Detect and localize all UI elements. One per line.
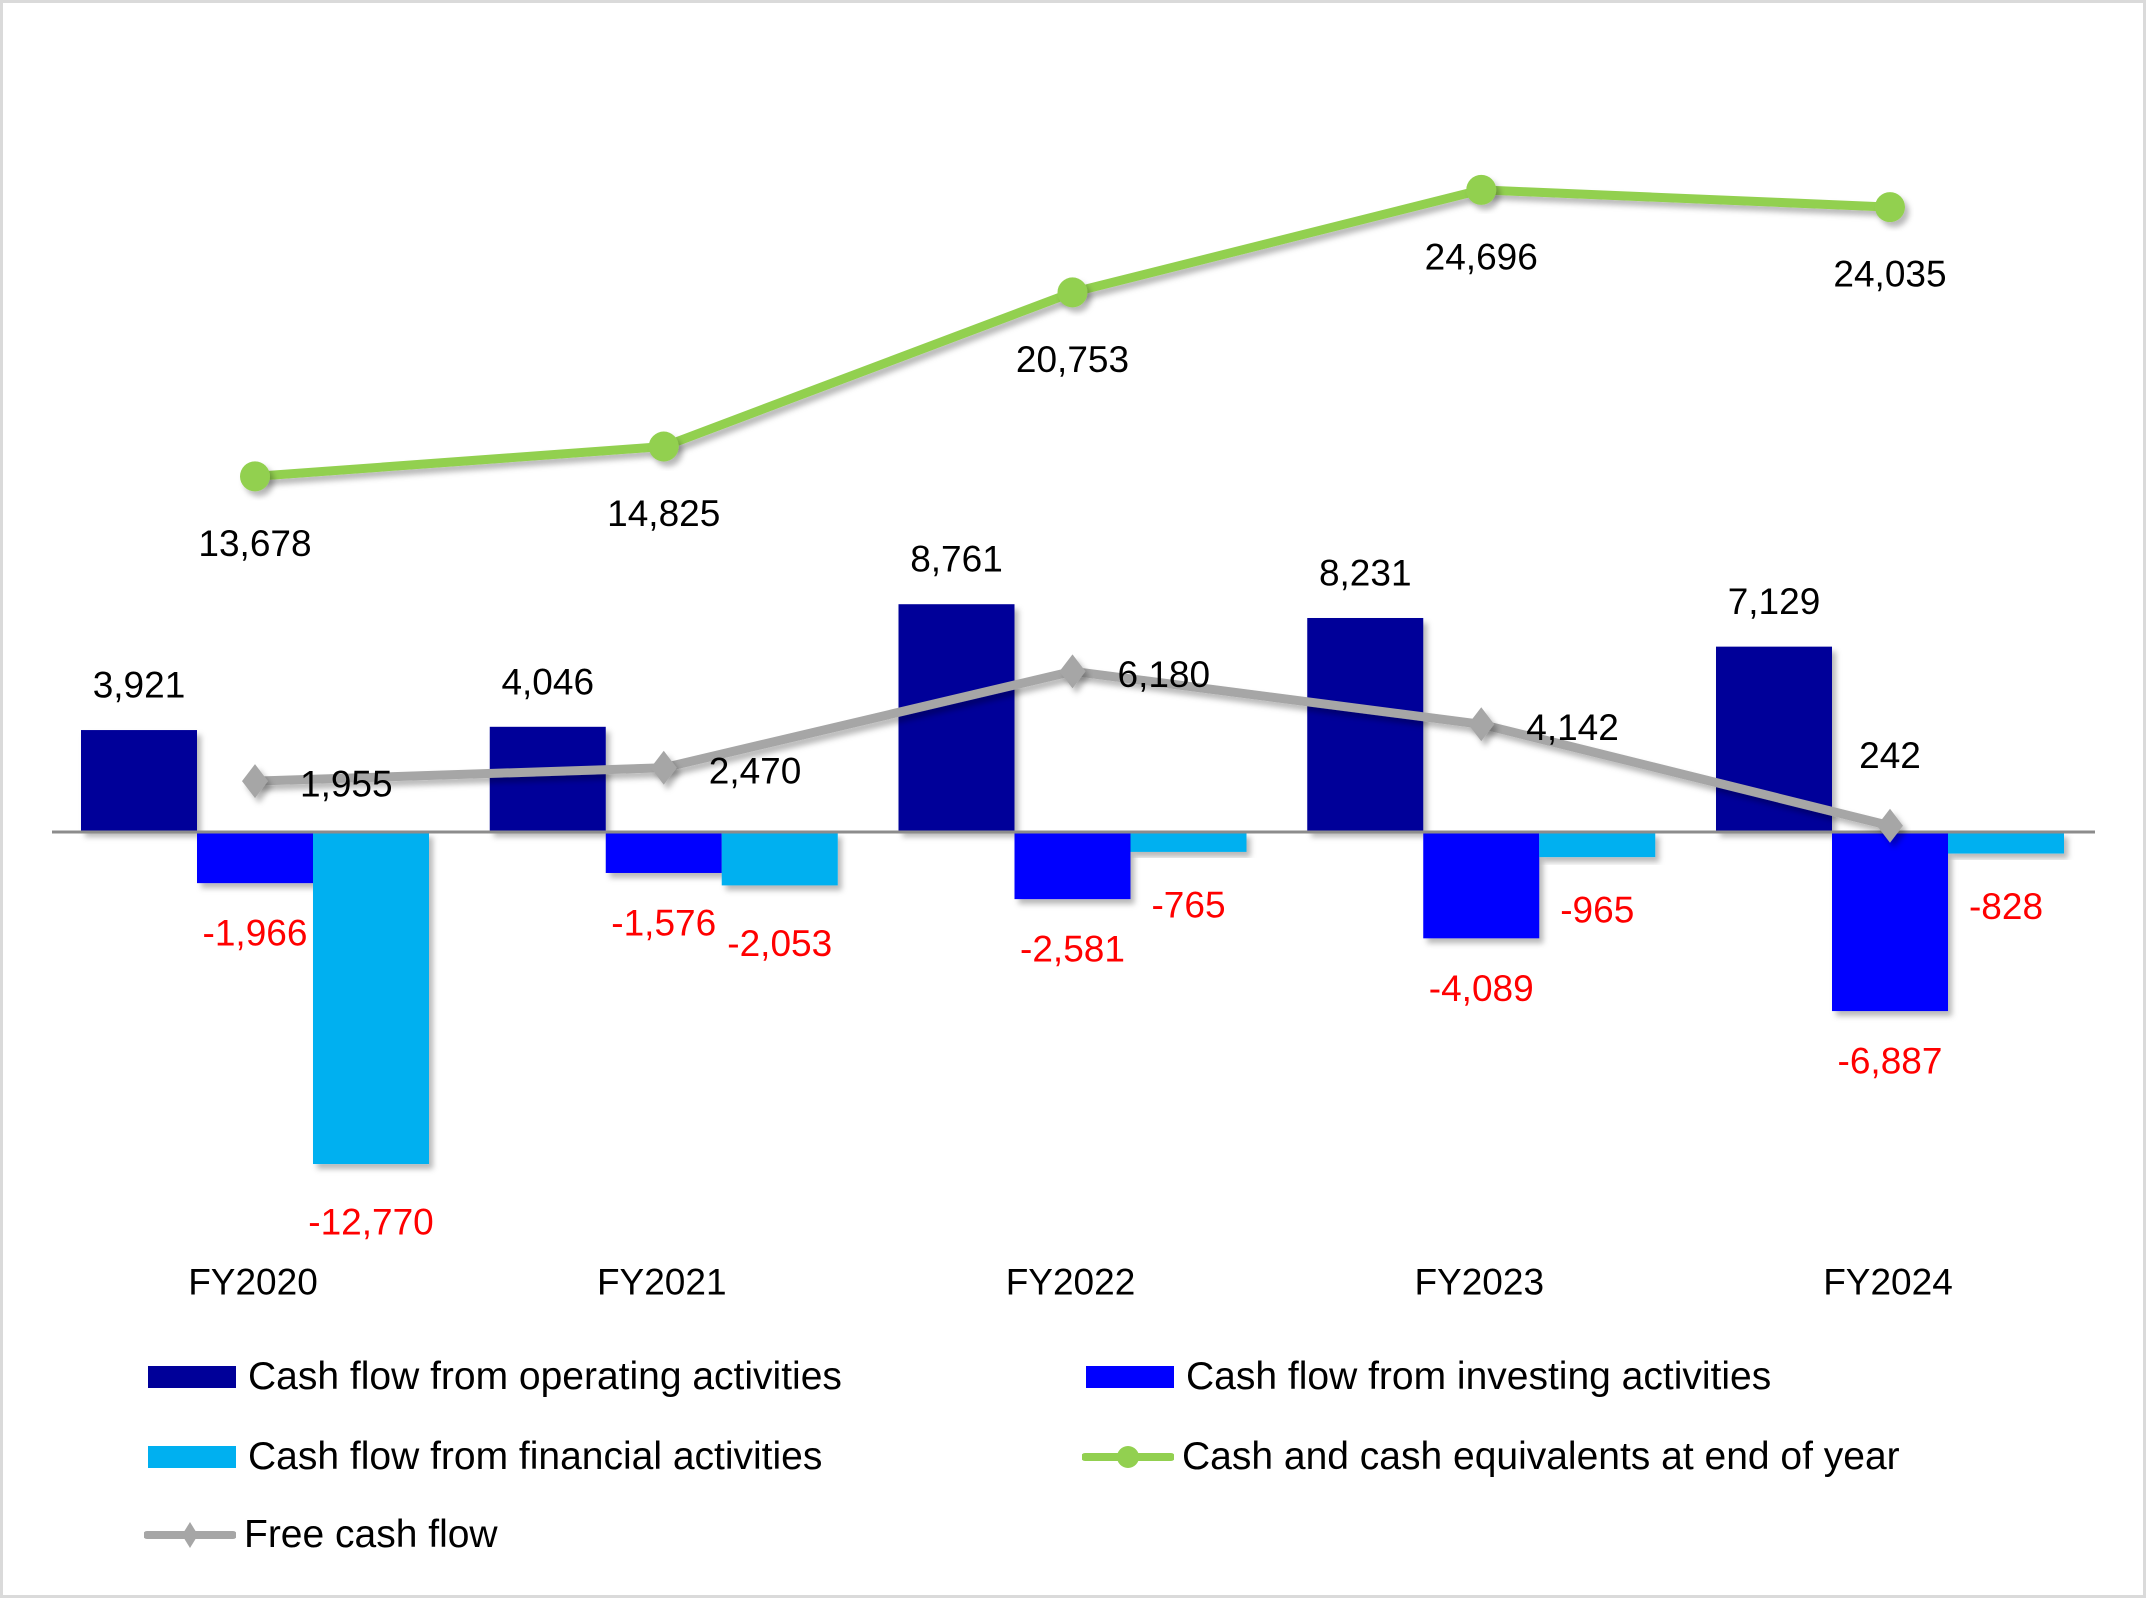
legend-item-financial[interactable]: Cash flow from financial activities	[148, 1432, 822, 1482]
bar-investing	[197, 832, 313, 884]
legend-item-investing[interactable]: Cash flow from investing activities	[1086, 1352, 1771, 1402]
data-label-investing: -1,576	[611, 902, 716, 943]
bar-financial	[721, 832, 838, 886]
marker-free-cash-flow	[242, 764, 268, 799]
legend-swatch-operating	[148, 1366, 236, 1388]
data-label-free-cash-flow: 1,955	[300, 764, 393, 805]
bar-investing	[1014, 832, 1131, 900]
bar-investing	[1423, 832, 1540, 939]
legend-swatch-financial	[148, 1446, 236, 1468]
bar-financial	[1948, 832, 2064, 854]
data-label-cash-equivalents: 14,825	[607, 493, 720, 534]
data-label-cash-equivalents: 13,678	[198, 523, 311, 564]
data-label-investing: -1,966	[203, 913, 308, 954]
data-label-operating: 8,231	[1319, 552, 1412, 593]
category-label: FY2021	[597, 1262, 727, 1303]
data-label-free-cash-flow: 6,180	[1118, 654, 1211, 695]
marker-cash-equivalents	[1057, 277, 1088, 308]
data-label-financial: -765	[1151, 884, 1225, 925]
category-ticks-layer: FY2020 FY2021 FY2022 FY2023 FY2024	[188, 1262, 1953, 1303]
legend-item-operating[interactable]: Cash flow from operating activities	[148, 1352, 842, 1402]
data-label-free-cash-flow: 2,470	[709, 750, 802, 791]
bar-operating	[81, 730, 197, 832]
data-label-operating: 3,921	[93, 665, 186, 706]
data-label-financial: -12,770	[308, 1202, 434, 1243]
bar-operating	[1307, 617, 1424, 832]
bar-financial	[313, 832, 429, 1165]
marker-free-cash-flow	[1468, 707, 1495, 742]
data-label-cash-equivalents: 24,035	[1833, 254, 1946, 295]
data-label-financial: -965	[1560, 890, 1634, 931]
bar-operating	[489, 726, 606, 832]
line-cash-equivalents	[254, 185, 1891, 481]
legend-line-circle-icon	[1082, 1446, 1174, 1468]
legend-swatch-investing	[1086, 1366, 1174, 1388]
bar-operating	[898, 604, 1015, 832]
data-labels-layer: 3,921 4,046 8,761 8,231 7,129 -1,966 -1,576 -2,…	[93, 236, 2043, 1242]
data-label-operating: 4,046	[501, 661, 594, 702]
legend-item-free-cash-flow[interactable]: Free cash flow	[144, 1510, 498, 1560]
data-label-investing: -4,089	[1429, 968, 1534, 1009]
data-label-cash-equivalents: 20,753	[1016, 339, 1129, 380]
data-label-free-cash-flow: 4,142	[1526, 707, 1619, 748]
marker-cash-equivalents	[648, 431, 679, 462]
legend-item-cash-equivalents[interactable]: Cash and cash equivalents at end of year	[1082, 1432, 1900, 1482]
bars-layer	[81, 604, 2064, 1165]
data-label-cash-equivalents: 24,696	[1425, 236, 1538, 277]
data-label-investing: -6,887	[1838, 1041, 1943, 1082]
marker-free-cash-flow	[650, 750, 677, 785]
legend-label: Cash flow from operating activities	[248, 1355, 842, 1398]
category-label: FY2022	[1006, 1262, 1136, 1303]
marker-cash-equivalents	[240, 461, 270, 492]
bar-investing	[605, 832, 722, 873]
bar-financial	[1539, 832, 1656, 858]
marker-cash-equivalents	[1466, 174, 1497, 205]
marker-free-cash-flow	[1877, 808, 1903, 843]
bar-financial	[1130, 832, 1247, 852]
lines-layer	[240, 174, 1905, 843]
data-label-operating: 8,761	[910, 539, 1003, 580]
legend-label: Cash flow from financial activities	[248, 1435, 823, 1478]
data-label-investing: -2,581	[1020, 929, 1125, 970]
category-label: FY2020	[188, 1262, 318, 1303]
legend-label: Cash flow from investing activities	[1186, 1355, 1772, 1398]
marker-free-cash-flow	[1059, 654, 1086, 689]
legend-line-diamond-icon	[144, 1522, 236, 1548]
category-label: FY2024	[1823, 1262, 1953, 1303]
category-label: FY2023	[1414, 1262, 1544, 1303]
data-label-free-cash-flow: 242	[1859, 735, 1921, 776]
data-label-financial: -828	[1969, 886, 2043, 927]
data-label-operating: 7,129	[1728, 581, 1821, 622]
legend-label: Free cash flow	[244, 1513, 498, 1556]
legend-label: Cash and cash equivalents at end of year	[1182, 1435, 1900, 1478]
marker-cash-equivalents	[1875, 192, 1905, 223]
bar-investing	[1832, 832, 1948, 1012]
data-label-financial: -2,053	[727, 923, 832, 964]
